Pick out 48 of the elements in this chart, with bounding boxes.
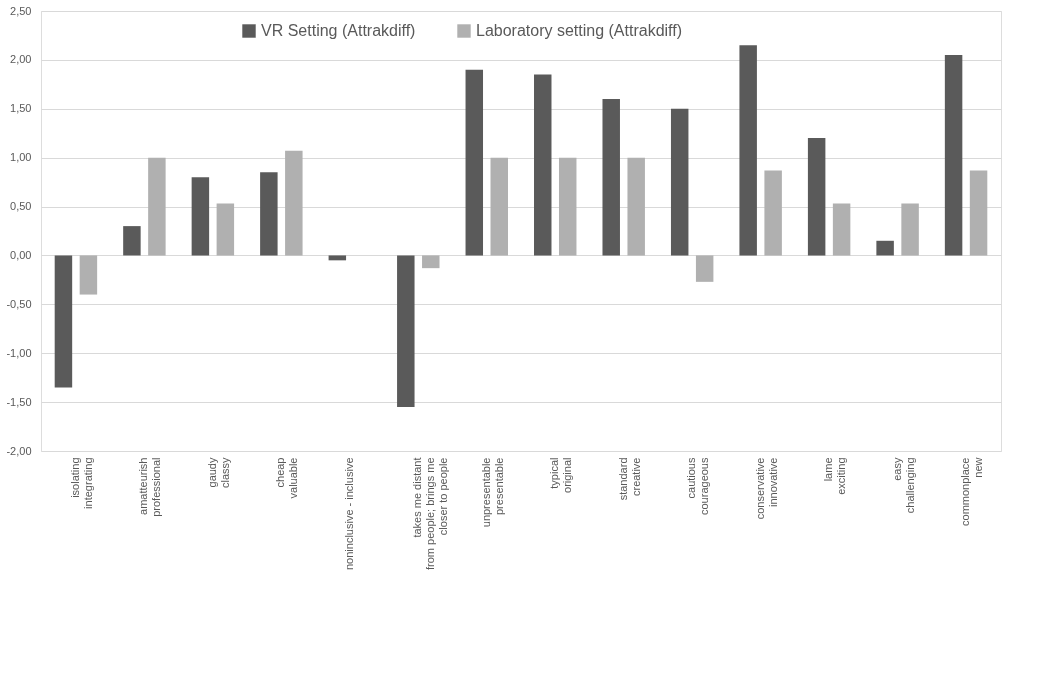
bar bbox=[397, 255, 415, 407]
bar bbox=[670, 108, 689, 256]
bar bbox=[695, 255, 714, 282]
bar bbox=[832, 203, 851, 256]
bar bbox=[807, 138, 826, 256]
bar bbox=[422, 255, 440, 269]
bar bbox=[328, 255, 347, 261]
bar bbox=[876, 240, 894, 256]
bar bbox=[901, 203, 919, 256]
x-tick-label: typical original bbox=[548, 457, 574, 493]
bar bbox=[148, 157, 166, 256]
bar bbox=[123, 226, 141, 256]
x-tick-label: noninclusive - inclusive bbox=[342, 457, 355, 570]
y-tick-label: -2,00 bbox=[6, 444, 32, 457]
y-tick-label: -1,00 bbox=[6, 346, 32, 359]
bar bbox=[216, 203, 235, 256]
bar bbox=[79, 255, 98, 295]
bar bbox=[285, 150, 303, 256]
bar bbox=[627, 157, 645, 256]
y-tick-label: 0,00 bbox=[10, 248, 32, 261]
bar bbox=[465, 69, 484, 256]
bar bbox=[54, 255, 73, 388]
y-tick-label: 1,50 bbox=[10, 102, 32, 115]
y-tick-label: 0,50 bbox=[10, 200, 32, 213]
bar bbox=[558, 157, 577, 256]
x-tick-label: isolating integrating bbox=[68, 457, 94, 509]
x-tick-label: gaudy classy bbox=[205, 457, 231, 489]
x-tick-label: cheap valuable bbox=[274, 457, 300, 499]
bar bbox=[764, 170, 782, 256]
bar bbox=[969, 170, 988, 256]
y-tick-label: -0,50 bbox=[6, 297, 32, 310]
bar bbox=[490, 157, 508, 256]
bar bbox=[191, 177, 210, 256]
x-tick-label: conservative innovative bbox=[753, 457, 779, 520]
x-tick-label: standard creative bbox=[616, 457, 642, 501]
bar bbox=[260, 172, 278, 256]
bar bbox=[739, 45, 757, 256]
y-tick-label: -1,50 bbox=[6, 395, 32, 408]
y-tick-label: 2,00 bbox=[10, 53, 32, 66]
bar bbox=[534, 74, 552, 256]
legend-label: VR Setting (Attrakdiff) bbox=[261, 22, 416, 39]
legend-label: Laboratory setting (Attrakdiff) bbox=[476, 22, 683, 39]
x-tick-label: commonplace new bbox=[959, 457, 985, 526]
bar bbox=[602, 99, 620, 256]
y-tick-label: 1,00 bbox=[10, 151, 32, 164]
bar bbox=[944, 55, 963, 256]
x-tick-label: lame exciting bbox=[822, 457, 848, 495]
y-tick-label: 2,50 bbox=[10, 4, 32, 17]
